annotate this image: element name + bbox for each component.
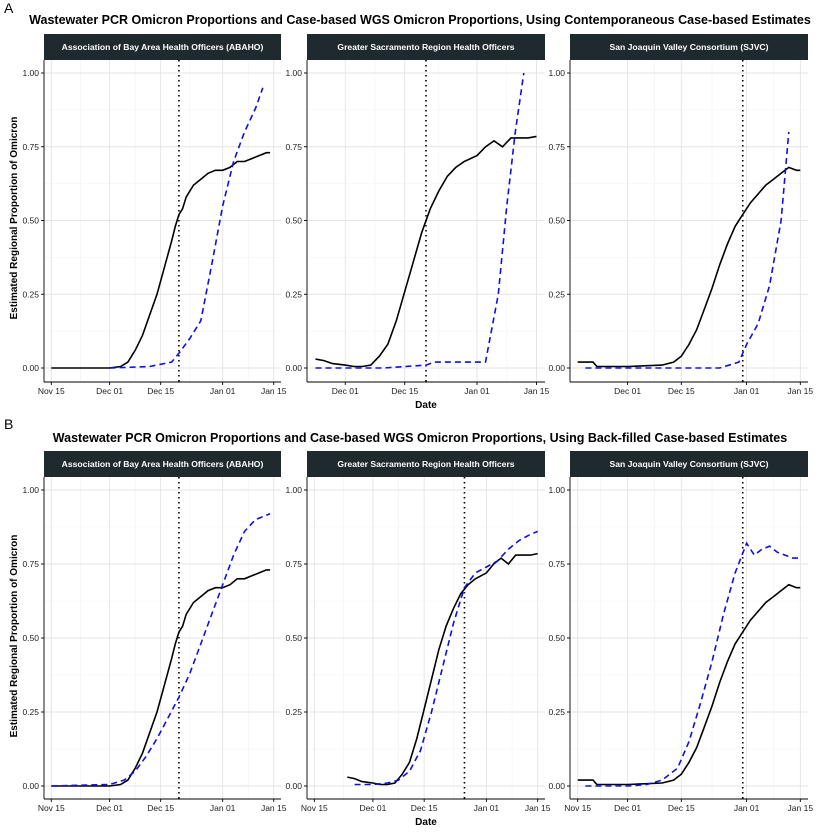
- x-tick-label: Dec 15: [391, 386, 418, 396]
- y-tick-label: 0.00: [548, 363, 565, 373]
- x-tick-label: Dec 15: [147, 803, 174, 813]
- facet-strip-title: Greater Sacramento Region Health Officer…: [337, 42, 514, 52]
- y-axis-title: Estimated Regional Proportion of Omicron: [9, 117, 20, 320]
- y-tick-label: 0.50: [548, 216, 565, 226]
- y-tick-label: 1.00: [548, 485, 565, 495]
- y-tick-label: 0.50: [548, 633, 565, 643]
- chart-panel: Greater Sacramento Region Health Officer…: [285, 451, 551, 813]
- y-tick-label: 0.25: [285, 707, 302, 717]
- x-tick-label: Nov 15: [564, 803, 591, 813]
- y-tick-label: 0.50: [285, 216, 302, 226]
- wastewater-series-line: [315, 135, 537, 368]
- y-tick-label: 0.75: [22, 559, 39, 569]
- y-tick-label: 0.75: [285, 559, 302, 569]
- x-tick-label: Jan 01: [474, 803, 500, 813]
- y-axis-title: Estimated Regional Proportion of Omicron: [9, 535, 20, 738]
- x-tick-label: Nov 15: [38, 386, 65, 396]
- y-tick-label: 0.50: [22, 633, 39, 643]
- facet-strip: [44, 451, 281, 477]
- facet-strip: [570, 34, 808, 60]
- x-tick-label: Jan 01: [464, 386, 490, 396]
- x-tick-label: Jan 01: [734, 803, 760, 813]
- y-tick-label: 1.00: [22, 68, 39, 78]
- wgs-series-line: [354, 530, 539, 786]
- x-tick-label: Dec 15: [411, 803, 438, 813]
- x-tick-label: Dec 01: [332, 386, 359, 396]
- section-title: Wastewater PCR Omicron Proportions and C…: [29, 13, 811, 27]
- chart-panels: Association of Bay Area Health Officers …: [22, 34, 813, 813]
- x-tick-label: Jan 15: [261, 803, 287, 813]
- y-tick-label: 1.00: [548, 68, 565, 78]
- x-tick-label: Dec 01: [96, 386, 123, 396]
- y-tick-label: 1.00: [22, 485, 39, 495]
- x-tick-label: Jan 01: [734, 386, 760, 396]
- facet-strip: [44, 34, 281, 60]
- x-tick-label: Dec 15: [668, 386, 695, 396]
- y-tick-label: 0.25: [548, 707, 565, 717]
- x-axis-title: Date: [415, 400, 437, 411]
- y-tick-label: 1.00: [285, 485, 302, 495]
- wgs-series-line: [585, 541, 801, 787]
- wastewater-series-line: [577, 583, 801, 786]
- section-letter: A: [4, 0, 14, 16]
- x-tick-label: Dec 15: [668, 803, 695, 813]
- x-tick-label: Nov 15: [38, 803, 65, 813]
- chart-panel: Greater Sacramento Region Health Officer…: [285, 34, 550, 396]
- y-tick-label: 0.25: [22, 289, 39, 299]
- x-tick-label: Jan 15: [788, 803, 814, 813]
- wgs-series-line: [109, 87, 264, 369]
- facet-strip-title: Association of Bay Area Health Officers …: [62, 459, 264, 469]
- wgs-series-line: [51, 512, 271, 787]
- x-tick-label: Jan 15: [261, 386, 287, 396]
- chart-panel: Association of Bay Area Health Officers …: [22, 451, 287, 813]
- x-tick-label: Jan 01: [210, 803, 236, 813]
- x-tick-label: Jan 15: [524, 386, 550, 396]
- y-tick-label: 0.00: [285, 363, 302, 373]
- x-tick-label: Jan 15: [525, 803, 551, 813]
- y-tick-label: 0.75: [548, 142, 565, 152]
- y-tick-label: 0.00: [22, 363, 39, 373]
- facet-strip: [570, 451, 808, 477]
- y-tick-label: 0.75: [22, 142, 39, 152]
- y-tick-label: 0.25: [22, 707, 39, 717]
- y-tick-label: 0.00: [285, 781, 302, 791]
- y-tick-label: 0.50: [285, 633, 302, 643]
- facet-strip: [307, 451, 545, 477]
- y-tick-label: 0.75: [548, 559, 565, 569]
- wastewater-series-line: [51, 569, 271, 787]
- y-tick-label: 0.75: [285, 142, 302, 152]
- y-tick-label: 0.00: [22, 781, 39, 791]
- x-tick-label: Dec 01: [96, 803, 123, 813]
- wastewater-series-line: [577, 166, 801, 368]
- x-tick-label: Nov 15: [301, 803, 328, 813]
- x-tick-label: Dec 15: [147, 386, 174, 396]
- chart-panel: San Joaquin Valley Consortium (SJVC) 0.00…: [548, 34, 813, 396]
- facet-strip-title: San Joaquin Valley Consortium (SJVC): [609, 459, 768, 469]
- facet-strip-title: Association of Bay Area Health Officers …: [62, 42, 264, 52]
- wastewater-series-line: [51, 151, 271, 369]
- facet-strip-title: San Joaquin Valley Consortium (SJVC): [609, 42, 768, 52]
- x-tick-label: Dec 01: [359, 803, 386, 813]
- chart-panel: Association of Bay Area Health Officers …: [22, 34, 287, 396]
- x-axis-title: Date: [415, 817, 437, 827]
- x-tick-label: Jan 15: [788, 386, 814, 396]
- y-tick-label: 1.00: [285, 68, 302, 78]
- y-tick-label: 0.00: [548, 781, 565, 791]
- facet-strip-title: Greater Sacramento Region Health Officer…: [337, 459, 514, 469]
- wastewater-series-line: [347, 552, 538, 786]
- section-letter: B: [4, 416, 13, 432]
- y-tick-label: 0.25: [548, 289, 565, 299]
- chart-panel: San Joaquin Valley Consortium (SJVC) 0.00…: [548, 451, 813, 813]
- x-tick-label: Dec 01: [614, 386, 641, 396]
- y-tick-label: 0.50: [22, 216, 39, 226]
- x-tick-label: Jan 01: [210, 386, 236, 396]
- y-tick-label: 0.25: [285, 289, 302, 299]
- facet-strip: [307, 34, 545, 60]
- x-tick-label: Dec 01: [614, 803, 641, 813]
- wgs-series-line: [315, 72, 525, 369]
- wgs-series-line: [585, 131, 790, 369]
- section-title: Wastewater PCR Omicron Proportions and C…: [53, 431, 787, 445]
